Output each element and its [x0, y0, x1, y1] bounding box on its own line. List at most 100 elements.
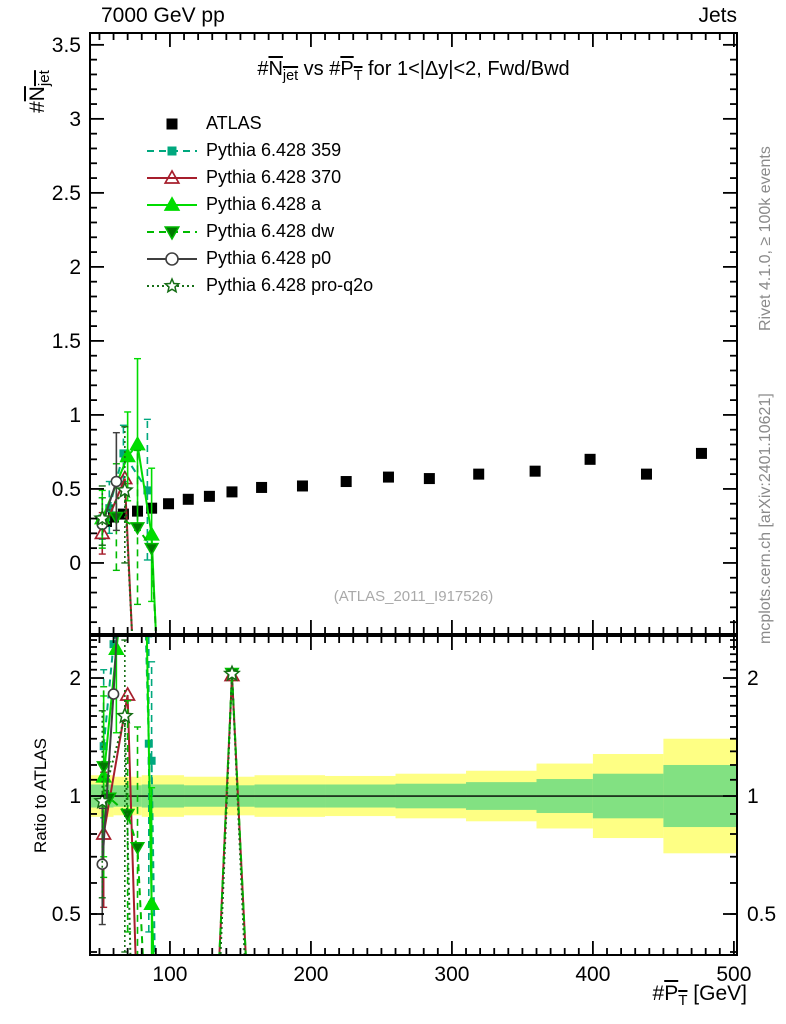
- y-tick-label: 3.5: [52, 34, 81, 57]
- series-line: [102, 766, 144, 954]
- legend-marker-circle-open: [147, 251, 197, 266]
- x-axis-label: #PT [GeV]: [652, 982, 747, 1010]
- legend-marker-triangle-down: [147, 225, 197, 241]
- marker-square: [117, 508, 129, 520]
- series-pythia-6-428-pro-q2o: [93, 426, 134, 632]
- marker-triangle: [163, 195, 181, 211]
- series-line: [219, 673, 246, 954]
- marker-triangle-down: [163, 225, 181, 241]
- marker-square: [640, 468, 652, 480]
- rivet-version-note: Rivet 4.1.0, ≥ 100k events: [757, 146, 774, 331]
- marker-square: [382, 471, 394, 483]
- y-tick-label: 0: [69, 552, 81, 575]
- series-pythia-6-428-p0: [96, 637, 120, 926]
- ratio-y-tick-label: 1: [69, 785, 81, 808]
- marker-triangle-down: [129, 522, 146, 536]
- legend-marker-square: [147, 146, 197, 155]
- ratio-y-tick-label: 0.5: [747, 903, 776, 926]
- ratio-y-axis-label: Ratio to ATLAS: [31, 738, 50, 853]
- legend-item-label: Pythia 6.428 370: [206, 167, 342, 187]
- marker-circle-open: [107, 688, 120, 700]
- marker-square: [695, 447, 707, 459]
- plot-title: #Njet vs #PT for 1<|Δy|<2, Fwd/Bwd: [257, 58, 570, 84]
- ratio-y-tick-label: 2: [747, 667, 759, 690]
- marker-triangle-open: [119, 686, 136, 701]
- beam-label: 7000 GeV pp: [101, 4, 225, 27]
- legend-marker-square: [166, 118, 178, 129]
- marker-square: [423, 473, 435, 485]
- marker-square: [226, 486, 238, 498]
- y-tick-label: 1: [69, 404, 81, 427]
- marker-star-open: [93, 791, 112, 809]
- legend-marker-triangle-open: [147, 168, 197, 184]
- legend-marker-triangle: [147, 195, 197, 211]
- legend-item-label: Pythia 6.428 dw: [206, 221, 335, 241]
- legend-item: Pythia 6.428 pro-q2o: [146, 272, 373, 299]
- legend-item: ATLAS: [146, 110, 373, 137]
- marker-star-open: [93, 509, 112, 527]
- legend-item: Pythia 6.428 dw: [146, 218, 373, 245]
- series-layer: [93, 357, 707, 632]
- y-tick-label: 3: [69, 108, 81, 131]
- x-tick-label: 100: [152, 963, 187, 986]
- analysis-id-watermark: (ATLAS_2011_I917526): [333, 588, 494, 605]
- marker-star-open: [222, 664, 241, 682]
- y-axis-label: #Njet: [26, 70, 54, 113]
- legend: ATLAS Pythia 6.428 359 Pythia 6.428 370 Pyt…: [146, 110, 373, 299]
- legend-item-label: Pythia 6.428 pro-q2o: [206, 275, 374, 295]
- x-tick-label: 400: [575, 963, 610, 986]
- series-line: [101, 715, 132, 954]
- marker-triangle: [119, 447, 136, 463]
- main-panel-frame: [89, 32, 738, 635]
- legend-marker-star-open: [147, 276, 197, 293]
- marker-square: [166, 118, 178, 129]
- y-tick-label: 2.5: [52, 182, 81, 205]
- legend-item-label: Pythia 6.428 359: [206, 140, 342, 160]
- legend-item: Pythia 6.428 370: [146, 164, 373, 191]
- y-tick-label: 1.5: [52, 330, 81, 353]
- marker-square: [584, 453, 596, 465]
- marker-star-open: [115, 480, 134, 499]
- marker-circle-open: [96, 858, 109, 870]
- marker-square: [473, 468, 485, 480]
- title-observable: Njet: [268, 58, 299, 84]
- series-pythia-6-428-pro-q2o: [93, 639, 246, 954]
- y-tick-label: 0.5: [52, 478, 81, 501]
- marker-triangle-down: [144, 542, 160, 557]
- marker-star-open: [115, 706, 134, 724]
- marker-triangle-down: [129, 842, 146, 856]
- ratio-y-tick-label: 2: [69, 667, 81, 690]
- series-line: [218, 672, 247, 954]
- uncertainty-bands: [91, 738, 736, 854]
- legend-item-label: Pythia 6.428 a: [206, 194, 322, 214]
- x-tick-label: 500: [716, 963, 751, 986]
- x-tick-label: 300: [434, 963, 469, 986]
- marker-square: [147, 756, 156, 765]
- marker-square: [256, 481, 268, 493]
- legend-item-label: Pythia 6.428 p0: [206, 248, 332, 268]
- x-tick-label: 200: [293, 963, 328, 986]
- marker-square: [167, 146, 177, 155]
- marker-star-open: [163, 276, 181, 293]
- marker-square: [296, 480, 308, 492]
- marker-square: [119, 449, 128, 458]
- marker-square: [143, 486, 152, 495]
- legend-item: Pythia 6.428 359: [146, 137, 373, 164]
- ratio-y-tick-label: 1: [747, 785, 759, 808]
- marker-triangle: [143, 526, 160, 541]
- marker-circle-open: [165, 251, 179, 266]
- y-tick-label: 2: [69, 256, 81, 279]
- marker-triangle: [129, 435, 146, 451]
- marker-circle-open: [110, 475, 123, 488]
- marker-square: [203, 490, 215, 502]
- series-line: [102, 694, 137, 954]
- analysis-group-label: Jets: [698, 4, 737, 27]
- marker-square: [163, 498, 175, 510]
- marker-triangle-down: [96, 761, 112, 775]
- marker-square: [182, 493, 194, 505]
- title-hash: #: [257, 58, 269, 80]
- ratio-y-tick-label: 0.5: [52, 903, 81, 926]
- marker-triangle-open: [163, 168, 181, 184]
